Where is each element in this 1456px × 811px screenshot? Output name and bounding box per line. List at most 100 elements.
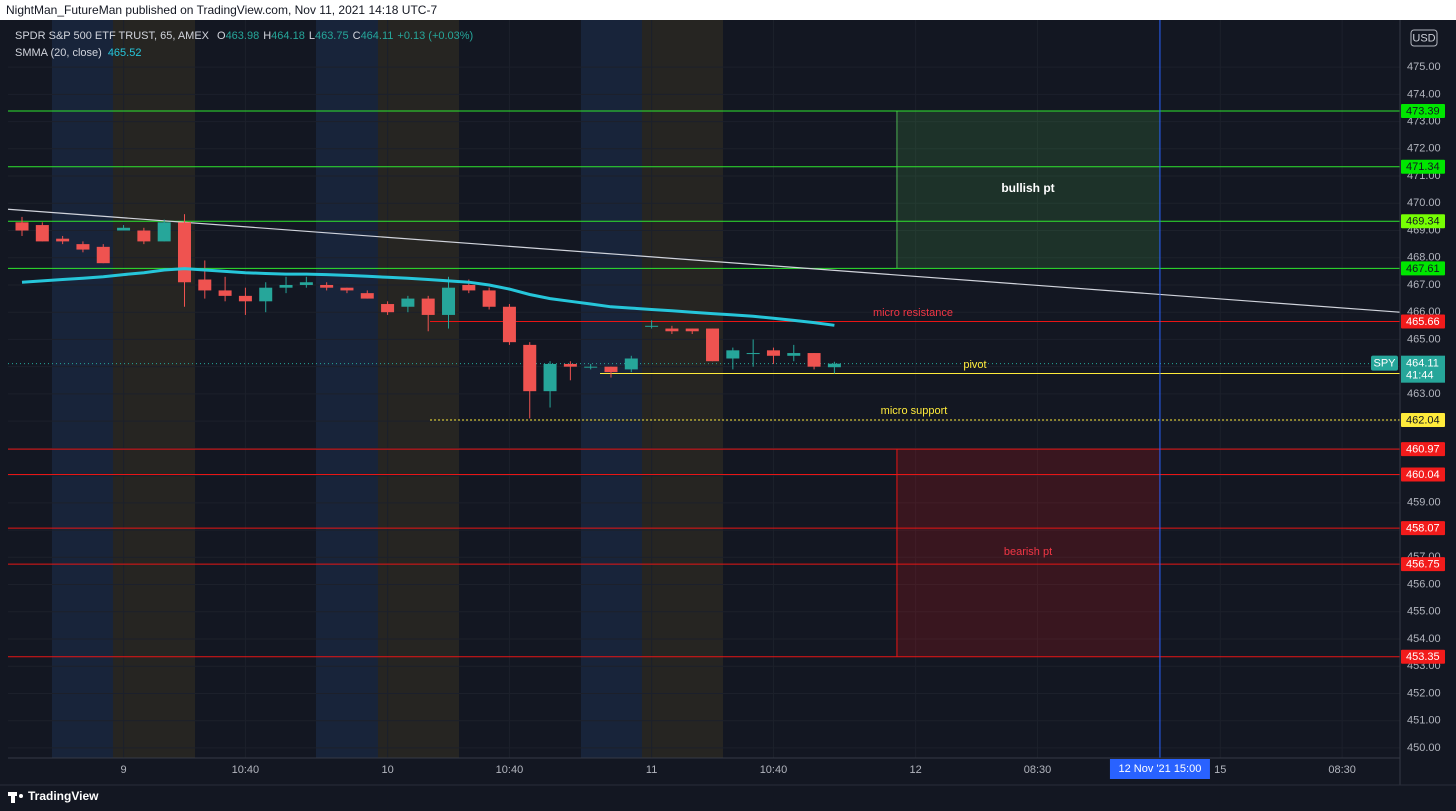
y-tick-label: 468.00 [1407,252,1441,264]
y-tick-label: 463.00 [1407,388,1441,400]
candle-body [563,363,577,367]
candle-body [624,358,638,370]
candle-body [706,328,720,362]
x-tick-label: 15 [1214,764,1226,776]
chart-bg [0,20,1456,811]
y-tick-label: 470.00 [1407,197,1441,209]
x-tick-label: 10 [381,764,393,776]
y-tick-label: 465.00 [1407,333,1441,345]
level-label: 460.97 [1406,444,1440,456]
currency: USD [1412,32,1435,44]
candle-body [543,363,557,392]
ohlc-key: L [309,30,315,42]
last-price-label: 464.11 [1406,358,1439,370]
level-label-bg [1401,649,1445,664]
candle-body [279,284,293,288]
zone [896,449,1160,657]
y-tick-label: 474.00 [1407,88,1441,100]
ohlc-value: 463.98 [226,30,260,42]
session-band [581,20,642,758]
candle-body [787,353,801,356]
session-band [113,20,195,758]
level-label: 467.61 [1406,263,1440,275]
candle-body [502,306,516,343]
session-band [378,20,459,758]
indicator-name: SMMA (20, close) [15,47,102,59]
axes: 450.00451.00452.00453.00454.00455.00456.… [15,29,1445,779]
y-tick-label: 451.00 [1407,715,1441,727]
countdown: 41:44 [1406,370,1434,382]
marks: bullish pt micro resistance pivot micro sup… [7,20,1401,758]
y-tick-label: 467.00 [1407,279,1441,291]
x-tick-label: 10:40 [760,764,788,776]
zone [896,110,1160,269]
candle-body [238,295,252,302]
level-label-bg [1401,314,1445,329]
last-price-bg [1401,355,1445,383]
trendline [7,208,1401,313]
level-label-bg [1401,261,1445,276]
candle-body [198,279,212,291]
candle-body [766,350,780,356]
level-label: 465.66 [1406,316,1440,328]
level-label: 462.04 [1406,414,1440,426]
top-bar [0,0,1456,20]
indicator-line [21,267,835,327]
level-label-bg [1401,413,1445,428]
level-label-bg [1401,467,1445,482]
candle-body [665,328,679,332]
cursor-label: 12 Nov '21 15:00 [1119,763,1202,775]
y-tick-label: 472.00 [1407,143,1441,155]
x-tick-label: 10:40 [232,764,260,776]
publisher: NightMan_FutureMan published on TradingV… [6,3,437,17]
candle-body [462,284,476,291]
annotation: bearish pt [1004,546,1052,558]
level-label-bg [1401,214,1445,229]
symbol-label: SPY [1373,358,1396,370]
level-label: 471.34 [1406,161,1440,173]
candle-body [523,344,537,392]
x-tick-label: 10:40 [496,764,524,776]
candle-body [584,366,598,368]
candle-body [177,222,191,283]
candle-body [76,244,90,250]
candle-body [96,246,110,264]
symbol-bg [1371,355,1398,371]
title: SPDR S&P 500 ETF TRUST, 65, AMEX [15,30,210,42]
level-label-bg [1401,442,1445,457]
y-tick-label: 454.00 [1407,633,1441,645]
level-label-bg [1401,159,1445,174]
candle-body [157,222,171,242]
level-label-bg [1401,103,1445,118]
candle-body [827,363,841,368]
session-band [642,20,723,758]
legend-title: SPDR S&P 500 ETF TRUST, 65, AMEX O463.98 H… [15,30,473,42]
session-band [316,20,378,758]
candle-body [421,298,435,315]
indicator-value: 465.52 [108,47,142,59]
annotation: micro resistance [873,307,953,319]
candle-body [726,350,740,359]
change: +0.13 (+0.03%) [397,30,473,42]
level-label-bg [1401,557,1445,572]
level-label: 473.39 [1406,105,1440,117]
annotation: micro support [881,405,948,417]
session-band [52,20,113,758]
candle-body [15,222,29,231]
currency-bg [1410,29,1438,47]
y-tick-label: 455.00 [1407,606,1441,618]
candle-body [259,287,273,302]
y-tick-label: 473.00 [1407,115,1441,127]
annotation: bullish pt [1001,181,1054,195]
indicator-legend: SMMA (20, close) 465.52 [15,47,141,59]
candle-body [299,282,313,285]
ohlc-key: O [217,30,226,42]
level-label: 456.75 [1406,559,1440,571]
candle-body [360,293,374,299]
level-label: 460.04 [1406,469,1440,481]
x-tick-label: 08:30 [1024,764,1052,776]
x-tick-label: 12 [909,764,921,776]
annotation: pivot [963,359,986,371]
